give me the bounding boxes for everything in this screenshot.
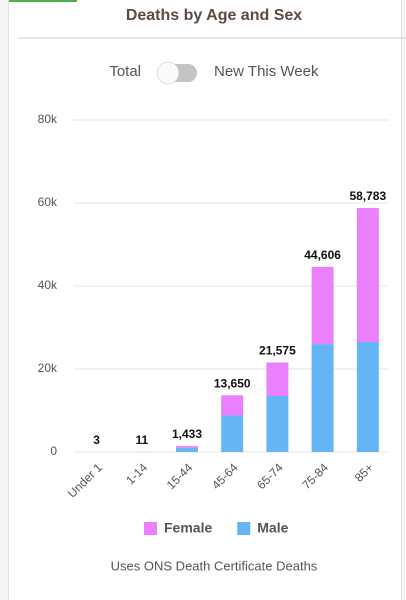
bar-segment [311,344,334,452]
legend-label: Female [164,520,212,536]
y-tick-label: 80k [38,112,58,126]
y-tick-label: 20k [38,361,58,375]
x-tick-label: 85+ [352,460,376,484]
card: Deaths by Age and Sex Total New This Wee… [8,0,406,600]
bar-segment [266,362,289,396]
legend-label: Male [257,520,288,536]
x-tick-label: 15-44 [164,460,196,492]
total-label: 21,575 [259,344,296,358]
total-label: 11 [135,433,148,447]
toggle-switch[interactable] [156,61,197,85]
y-tick-label: 0 [50,444,57,458]
total-label: 3 [93,433,100,447]
bar-segment [176,446,198,448]
legend-swatch [144,522,157,535]
legend-swatch [237,522,251,535]
bar-segment [221,415,244,452]
chart: Deaths by Age and Sex Total New This Wee… [9,0,406,573]
y-tick-label: 60k [38,195,58,209]
bar-segment [356,208,379,343]
x-tick-label: 65-74 [254,460,286,492]
bar-segment [266,395,289,452]
bar-segment [221,395,244,416]
total-label: 1,433 [172,427,202,441]
total-label: 44,606 [304,248,341,262]
bar-segment [311,266,334,345]
x-tick-label: 75-84 [299,460,331,492]
toggle-left-label: Total [109,63,141,80]
toggle-knob[interactable] [156,61,180,85]
total-label: 58,783 [349,189,386,203]
footnote: Uses ONS Death Certificate Deaths [111,558,318,573]
chart-title: Deaths by Age and Sex [126,7,302,24]
toggle-right-label: New This Week [214,63,319,80]
x-tick-label: 45-64 [209,460,241,492]
total-label: 13,650 [214,377,251,391]
y-tick-label: 40k [38,278,58,292]
x-tick-label: 1-14 [123,460,150,487]
top-accent [9,0,77,2]
bar-segment [356,342,379,452]
x-tick-label: Under 1 [65,460,105,500]
bar-segment [176,447,198,452]
